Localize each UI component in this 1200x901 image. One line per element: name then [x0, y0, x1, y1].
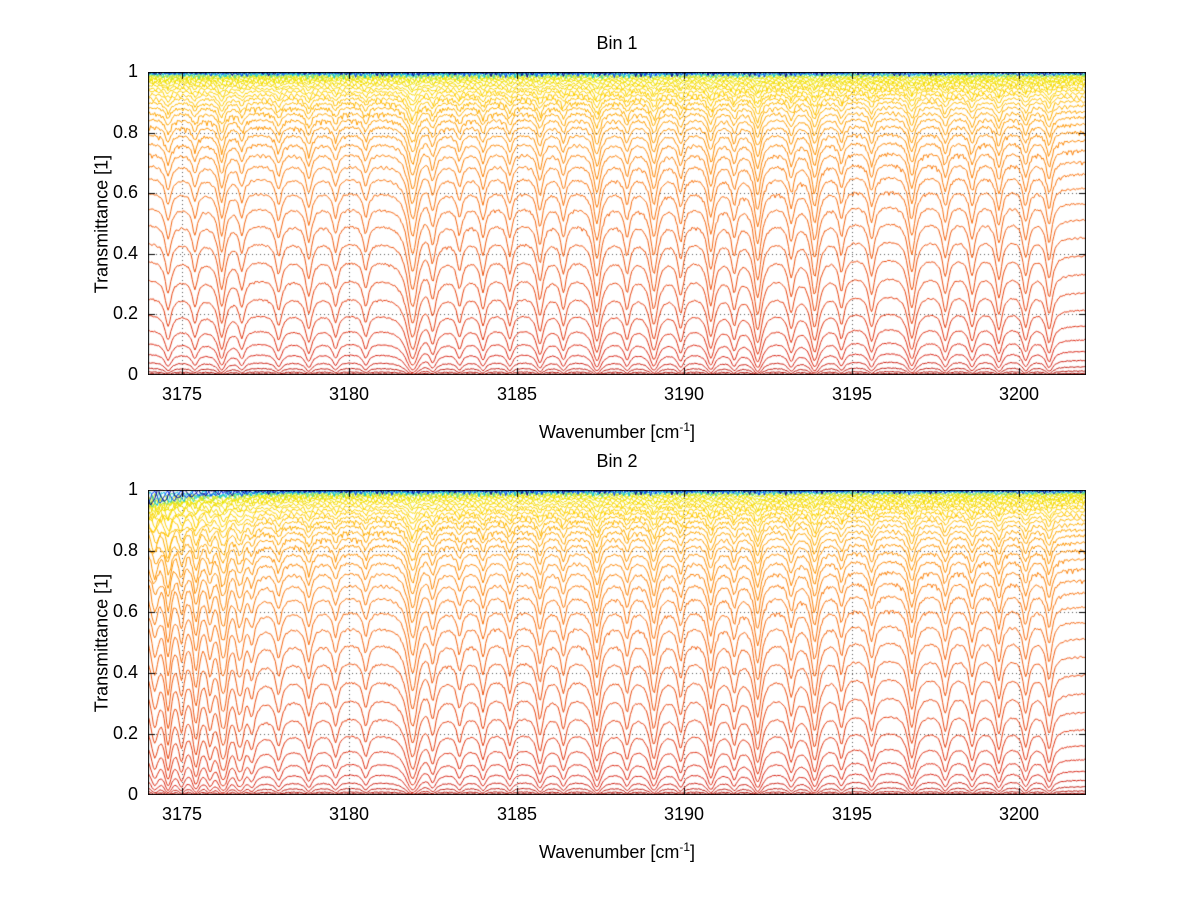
x-tick-label: 3200	[998, 804, 1040, 824]
x-tick-label: 3185	[496, 384, 538, 404]
y-tick-label: 1	[127, 61, 138, 81]
y-tick-label: 0.4	[112, 243, 138, 263]
x-tick-label: 3195	[831, 804, 873, 824]
x-tick-label: 3190	[663, 804, 705, 824]
y-tick-label: 0.8	[112, 122, 138, 142]
y-tick-label: 1	[127, 479, 138, 499]
x-tick-label: 3185	[496, 804, 538, 824]
x-axis-label-bin1: Wavenumber [cm-1]	[538, 420, 696, 443]
y-tick-label: 0.2	[112, 303, 138, 323]
y-tick-label: 0.8	[112, 540, 138, 560]
y-tick-label: 0.6	[112, 601, 138, 621]
plot-area-bin2	[148, 490, 1086, 795]
x-axis-label-close: ]	[690, 842, 696, 862]
y-tick-label: 0	[127, 364, 138, 384]
x-tick-label: 3175	[161, 384, 203, 404]
x-axis-label-superscript: -1	[679, 840, 691, 854]
x-axis-label-text: Wavenumber [cm	[538, 842, 680, 862]
y-tick-label: 0.2	[112, 723, 138, 743]
x-tick-label: 3180	[328, 384, 370, 404]
plot-area-bin1	[148, 72, 1086, 375]
plot-title-bin1: Bin 1	[596, 33, 638, 53]
x-tick-label: 3200	[998, 384, 1040, 404]
x-tick-label: 3180	[328, 804, 370, 824]
y-axis-label-bin2: Transmittance [1]	[91, 573, 112, 713]
x-tick-label: 3190	[663, 384, 705, 404]
y-axis-label-bin1: Transmittance [1]	[91, 154, 112, 294]
y-tick-label: 0.4	[112, 662, 138, 682]
x-axis-label-bin2: Wavenumber [cm-1]	[538, 840, 696, 863]
x-tick-label: 3175	[161, 804, 203, 824]
x-axis-label-text: Wavenumber [cm	[538, 422, 680, 442]
plot-title-bin2: Bin 2	[596, 451, 638, 471]
x-axis-label-superscript: -1	[679, 420, 691, 434]
y-tick-label: 0.6	[112, 182, 138, 202]
y-tick-label: 0	[127, 784, 138, 804]
x-tick-label: 3195	[831, 384, 873, 404]
x-axis-label-close: ]	[690, 422, 696, 442]
